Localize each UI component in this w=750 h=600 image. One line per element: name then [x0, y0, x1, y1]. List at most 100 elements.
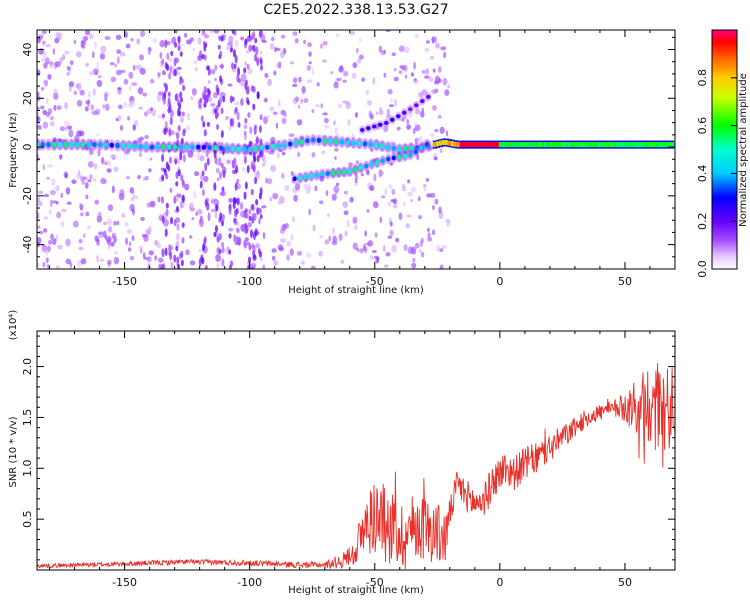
- spectrogram-streak-cell: [234, 54, 238, 64]
- spectrogram-noise-cell: [37, 196, 40, 203]
- spectrogram-noise-cell: [159, 51, 163, 59]
- spectrogram-noise-cell: [149, 157, 153, 161]
- spectrogram-noise-cell: [405, 223, 410, 229]
- lower-ridge-cell: [292, 176, 297, 182]
- spectrogram-streak-cell: [250, 229, 254, 239]
- main-ridge-cell: [178, 144, 184, 150]
- spectrogram-noise-cell: [96, 132, 100, 137]
- spectrogram-noise-cell: [60, 192, 64, 198]
- spectrogram-noise-cell: [42, 121, 49, 129]
- spectrogram-noise-cell: [331, 193, 337, 201]
- spectrogram-streak-cell: [233, 63, 237, 70]
- spectrogram-noise-cell: [318, 200, 324, 205]
- spectrogram-noise-cell: [277, 244, 284, 251]
- spectrogram-noise-cell: [176, 223, 180, 231]
- spectrogram-noise-cell: [214, 77, 217, 82]
- spectrogram-streak-cell: [177, 108, 181, 117]
- spectrogram-noise-cell: [240, 36, 245, 41]
- spectrogram-noise-cell: [94, 199, 100, 205]
- spectrogram-noise-cell: [312, 224, 316, 232]
- spectrogram-noise-cell: [372, 201, 379, 209]
- spectrogram-noise-cell: [290, 234, 294, 242]
- main-ridge-core-cell: [597, 142, 603, 148]
- spectrogram-noise-cell: [262, 232, 266, 240]
- lower-ridge-cell: [424, 141, 429, 147]
- spectrogram-streak-cell: [182, 180, 186, 188]
- spectrogram-noise-cell: [83, 233, 86, 239]
- spectrogram-streak-cell: [201, 53, 205, 60]
- spectrogram-noise-cell: [247, 221, 252, 228]
- spectrogram-noise-cell: [228, 227, 234, 232]
- snr-x-tick-label: 0: [496, 576, 503, 589]
- lower-ridge-cell: [364, 163, 369, 169]
- main-ridge-cell: [259, 145, 264, 151]
- spectrogram-streak-cell: [228, 207, 232, 215]
- spectrogram-noise-cell: [298, 76, 302, 83]
- spectrogram-noise-cell: [424, 47, 430, 52]
- spectrogram-noise-cell: [432, 229, 435, 236]
- spectrogram-noise-cell: [240, 73, 247, 82]
- spectrogram-noise-cell: [355, 47, 359, 54]
- spectrogram-noise-cell: [87, 161, 94, 168]
- spectrogram-noise-cell: [75, 83, 80, 89]
- snr-panel: -150 -100 -50 0 50 0.5 1.0 1.5 2.0 Height of str…: [8, 310, 676, 596]
- spectrogram-noise-cell: [259, 50, 263, 55]
- spectrogram-streak-cell: [253, 126, 257, 135]
- spectrogram-noise-cell: [72, 220, 79, 228]
- main-ridge-core-cell: [447, 140, 453, 146]
- spectrogram-noise-cell: [396, 126, 401, 131]
- spectrogram-noise-cell: [199, 155, 205, 162]
- main-ridge-cell: [126, 143, 132, 149]
- spectrogram-noise-cell: [369, 185, 375, 192]
- spectrogram-streak-cell: [248, 244, 252, 251]
- spectrogram-noise-cell: [143, 234, 149, 243]
- snr-ylabel: SNR (10 * v/v): [8, 416, 19, 487]
- spectrogram-noise-cell: [277, 200, 282, 205]
- spectrogram-streak-cell: [214, 225, 218, 233]
- spectrogram-streak-cell: [236, 111, 240, 121]
- spectrogram-noise-cell: [179, 43, 185, 47]
- spectrogram-noise-cell: [423, 185, 427, 192]
- spectrogram-noise-cell: [140, 247, 143, 254]
- spectrogram-streak-cell: [179, 91, 183, 99]
- spectrogram-streak-cell: [259, 114, 263, 121]
- spectrogram-noise-cell: [124, 222, 129, 227]
- spectrogram-noise-cell: [303, 97, 309, 104]
- spectrogram-streak-cell: [252, 103, 256, 111]
- main-ridge-cell: [403, 146, 408, 152]
- spectrogram-noise-cell: [148, 250, 155, 256]
- spectrogram-streak-cell: [229, 95, 233, 104]
- main-ridge-core-cell: [579, 142, 585, 148]
- spectrogram-noise-cell: [430, 192, 436, 198]
- colorbar-label: Normalized spectral amplitude: [738, 73, 749, 227]
- main-ridge-core-cell: [537, 142, 543, 148]
- main-ridge-cell: [236, 146, 241, 152]
- spectrogram-noise-cell: [439, 126, 445, 134]
- main-ridge-cell: [63, 142, 68, 148]
- snr-x-tick-label: -150: [112, 576, 137, 589]
- spectrogram-noise-cell: [179, 116, 185, 123]
- main-ridge-core-cell: [534, 142, 540, 148]
- main-ridge-cell: [218, 145, 224, 151]
- spectrogram-noise-cell: [133, 195, 139, 200]
- spectrogram-noise-cell: [103, 221, 107, 226]
- spectrogram-noise-cell: [284, 223, 289, 229]
- spectrogram-noise-cell: [113, 235, 117, 244]
- spectrogram-streak-cell: [220, 130, 224, 139]
- spectrogram-noise-cell: [371, 249, 377, 253]
- spectrogram-noise-cell: [334, 126, 338, 135]
- spectrogram-noise-cell: [391, 244, 398, 253]
- spectrogram-streak-cell: [206, 157, 210, 166]
- spectrogram-noise-cell: [404, 46, 410, 54]
- spectrogram-streak-cell: [203, 129, 207, 137]
- spectrogram-noise-cell: [86, 225, 91, 230]
- spectrogram-noise-cell: [262, 158, 267, 166]
- main-ridge-cell: [115, 142, 120, 149]
- spectrogram-noise-cell: [284, 184, 290, 191]
- main-ridge-core-cell: [504, 142, 510, 148]
- spectrogram-streak-cell: [255, 198, 259, 206]
- spectrogram-noise-cell: [157, 242, 161, 249]
- spectrogram-noise-cell: [443, 51, 447, 59]
- spectrogram-streak-cell: [203, 236, 207, 244]
